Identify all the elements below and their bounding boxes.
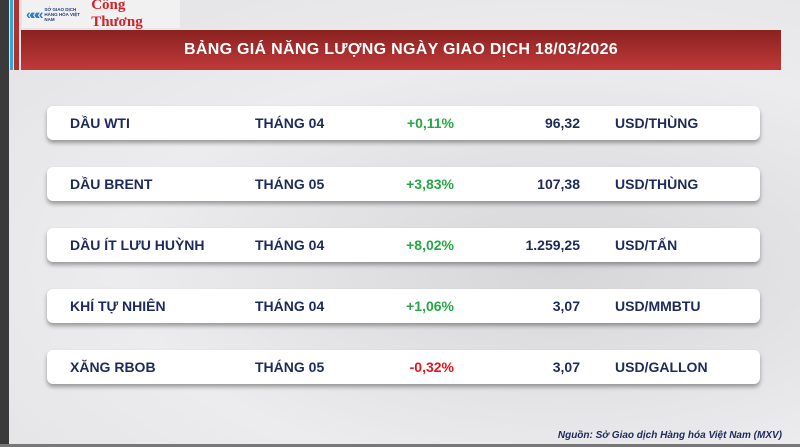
table-row: DẦU BRENT THÁNG 05 +3,83% 107,38 USD/THÙNG <box>47 167 760 201</box>
unit: USD/THÙNG <box>615 176 699 192</box>
price: 3,07 <box>552 359 580 375</box>
unit: USD/THÙNG <box>615 115 699 131</box>
table-row: DẦU WTI THÁNG 04 +0,11% 96,32 USD/THÙNG <box>47 106 760 140</box>
price: 1.259,25 <box>525 237 581 253</box>
contract-month: THÁNG 04 <box>255 115 325 131</box>
unit: USD/TẤN <box>615 237 678 253</box>
logo-org: SỞ GIAO DỊCH HÀNG HÓA VIỆT NAM <box>44 6 80 22</box>
change-percent: +1,06% <box>406 298 454 314</box>
price: 96,32 <box>544 115 580 131</box>
table-row: DẦU ÍT LƯU HUỲNH THÁNG 04 +8,02% 1.259,25 US… <box>47 228 760 262</box>
unit: USD/GALLON <box>615 359 708 375</box>
blue-stripe <box>10 0 13 70</box>
source-note: Nguồn: Sở Giao dịch Hàng hóa Việt Nam (M… <box>557 430 782 441</box>
logo: ««« SỞ GIAO DỊCH HÀNG HÓA VIỆT NAM Công … <box>22 0 180 30</box>
unit: USD/MMBTU <box>615 298 701 314</box>
change-percent: +0,11% <box>406 115 454 131</box>
mxv-logo-icon: ««« <box>26 6 43 22</box>
commodity-name: DẦU WTI <box>70 115 130 131</box>
title-banner: BẢNG GIÁ NĂNG LƯỢNG NGÀY GIAO DỊCH 18/03… <box>21 30 781 70</box>
commodity-name: DẦU ÍT LƯU HUỲNH <box>70 237 205 253</box>
contract-month: THÁNG 04 <box>255 298 325 314</box>
price: 3,07 <box>552 298 580 314</box>
price: 107,38 <box>537 176 580 192</box>
commodity-name: XĂNG RBOB <box>70 359 156 375</box>
logo-brand: Công Thương <box>91 0 143 30</box>
red-stripe <box>14 0 19 70</box>
table-row: XĂNG RBOB THÁNG 05 -0,32% 3,07 USD/GALLON <box>47 350 760 384</box>
commodity-name: DẦU BRENT <box>70 176 153 192</box>
bottom-border <box>0 444 800 447</box>
commodity-name: KHÍ TỰ NHIÊN <box>70 298 166 314</box>
left-border <box>0 0 9 447</box>
contract-month: THÁNG 04 <box>255 237 325 253</box>
contract-month: THÁNG 05 <box>255 176 325 192</box>
table-row: KHÍ TỰ NHIÊN THÁNG 04 +1,06% 3,07 USD/MMBTU <box>47 289 760 323</box>
change-percent: -0,32% <box>409 359 454 375</box>
change-percent: +8,02% <box>406 237 454 253</box>
change-percent: +3,83% <box>406 176 454 192</box>
page-title: BẢNG GIÁ NĂNG LƯỢNG NGÀY GIAO DỊCH 18/03… <box>184 41 618 58</box>
contract-month: THÁNG 05 <box>255 359 325 375</box>
